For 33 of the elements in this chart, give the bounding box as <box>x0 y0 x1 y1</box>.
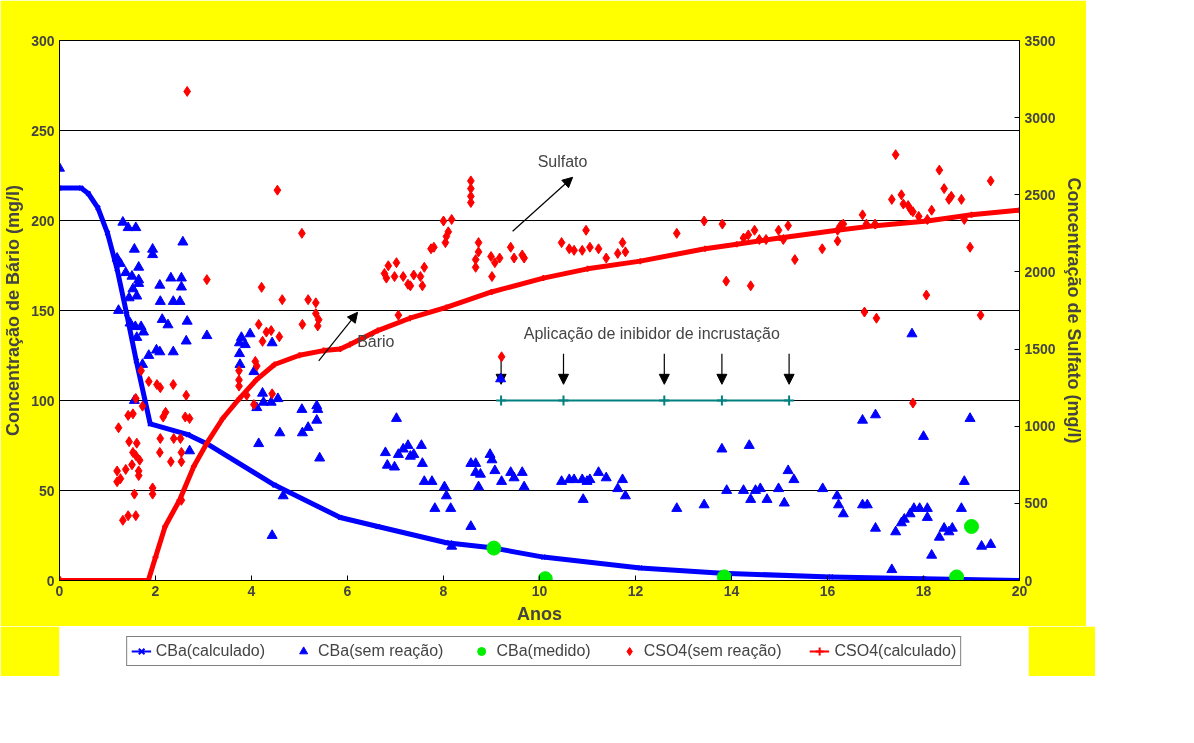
legend-label: CSO4(calculado) <box>834 642 957 660</box>
y2-axis-title: Concentração de Sulfato (mg/l) <box>1063 177 1084 444</box>
annotation: Sulfato <box>537 152 588 170</box>
y-tick-label: 200 <box>31 212 55 229</box>
x-tick-label: 12 <box>627 582 644 599</box>
x-tick-label: 6 <box>343 582 352 599</box>
x-tick-label: 10 <box>531 582 548 599</box>
y-tick-label: 250 <box>31 122 55 139</box>
legend-label: CBa(medido) <box>496 642 591 660</box>
y2-tick-label: 500 <box>1024 495 1049 512</box>
y2-tick-label: 1500 <box>1024 341 1056 358</box>
x-axis-title: Anos <box>517 603 562 624</box>
annotation: Aplicação de inibidor de incrustação <box>523 325 780 343</box>
x-tick-label: 18 <box>915 582 932 599</box>
y2-tick-label: 2500 <box>1024 186 1056 203</box>
x-tick-label: 16 <box>819 582 836 599</box>
y2-tick-label: 3000 <box>1024 109 1056 126</box>
y2-tick-label: 3500 <box>1024 32 1056 49</box>
y-tick-label: 50 <box>38 482 55 499</box>
x-tick-label: 14 <box>723 582 740 599</box>
y-tick-label: 100 <box>31 392 55 409</box>
x-tick-label: 8 <box>439 582 448 599</box>
y2-tick-label: 1000 <box>1024 418 1056 435</box>
y2-tick-label: 2000 <box>1024 263 1056 280</box>
x-tick-label: 2 <box>151 582 160 599</box>
legend-label: CBa(calculado) <box>155 642 266 660</box>
y-axis-title: Concentração de Bário (mg/l) <box>3 184 24 437</box>
y-tick-label: 300 <box>31 32 55 49</box>
annotation: Bário <box>357 332 395 350</box>
y-tick-label: 150 <box>31 302 55 319</box>
x-tick-label: 4 <box>247 582 256 599</box>
legend-label: CSO4(sem reação) <box>643 642 782 660</box>
legend-label: CBa(sem reação) <box>318 642 444 660</box>
